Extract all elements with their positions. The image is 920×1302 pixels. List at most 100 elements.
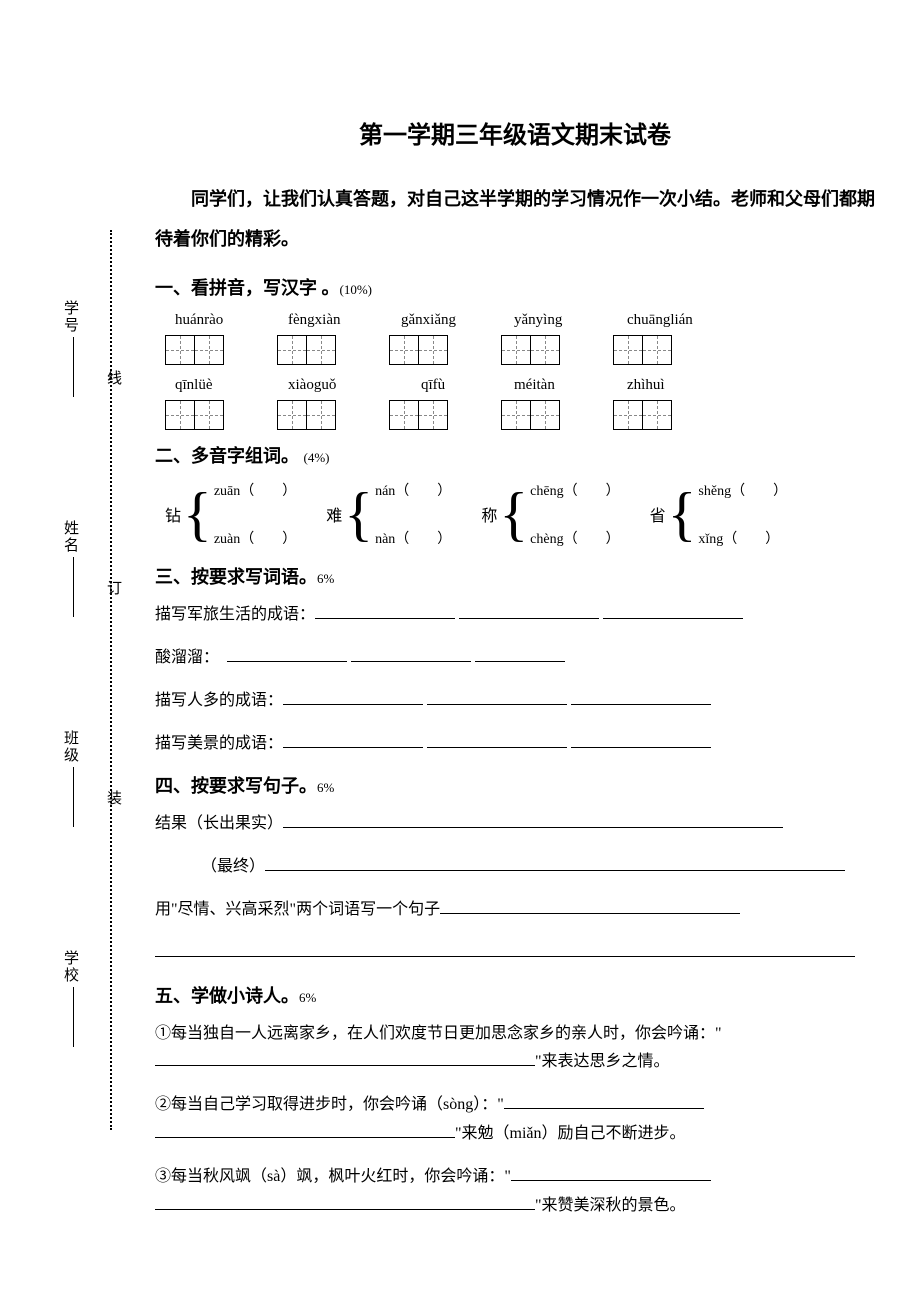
section5-title: 五、学做小诗人。6%: [155, 982, 875, 1008]
char-box[interactable]: [501, 400, 560, 430]
pinyin-row-1: huánrào fèngxiàn gǎnxiǎng yǎnyìng chuāng…: [155, 312, 875, 329]
blank-line[interactable]: [315, 603, 455, 619]
char-box[interactable]: [277, 400, 336, 430]
blank-line[interactable]: [504, 1093, 704, 1109]
prompt-text: 用"尽情、兴高采烈"两个词语写一个句子: [155, 901, 440, 918]
pinyin-cell: méitàn: [514, 377, 589, 394]
prompt-text: ②每当自己学习取得进步时，你会吟诵（sòng）：": [155, 1096, 504, 1113]
blank-line[interactable]: [440, 898, 740, 914]
prompt-text: "来表达思乡之情。: [535, 1053, 670, 1070]
char-box[interactable]: [277, 335, 336, 365]
blank-line[interactable]: [571, 689, 711, 705]
section5-line1: ①每当独自一人远离家乡，在人们欢度节日更加思念家乡的亲人时，你会吟诵：" "来表达…: [155, 1020, 875, 1078]
blank-line[interactable]: [155, 1122, 455, 1138]
pinyin-cell: fèngxiàn: [288, 312, 363, 329]
section3-line3: 描写人多的成语：: [155, 687, 875, 716]
pinyin-cell: qīfù: [401, 377, 476, 394]
blank-line[interactable]: [427, 732, 567, 748]
section1-title: 一、看拼音，写汉字 。(10%): [155, 274, 875, 300]
pinyin-cell: xiàoguǒ: [288, 377, 363, 394]
prompt-text: "来赞美深秋的景色。: [535, 1197, 686, 1214]
poly-opt[interactable]: chèng（ ）: [530, 528, 619, 548]
blank-line[interactable]: [155, 1194, 535, 1210]
blank-line[interactable]: [511, 1165, 711, 1181]
margin-xuehao: 学号: [60, 300, 81, 400]
char-box[interactable]: [613, 335, 672, 365]
section3-line2: 酸溜溜：: [155, 644, 875, 673]
section1-pts: (10%): [340, 282, 373, 297]
polyphone-row: 钻 { zuān（ ） zuàn（ ） 难 { nán（ ） nàn（ ） 称 { …: [155, 480, 875, 548]
section3-title-text: 三、按要求写词语。: [155, 567, 317, 587]
prompt-text: ①每当独自一人远离家乡，在人们欢度节日更加思念家乡的亲人时，你会吟诵：": [155, 1025, 722, 1042]
char-box[interactable]: [389, 335, 448, 365]
blank-line[interactable]: [475, 646, 565, 662]
poly-opt[interactable]: nàn（ ）: [375, 528, 451, 548]
poly-opt[interactable]: zuān（ ）: [214, 480, 296, 500]
char-box[interactable]: [613, 400, 672, 430]
margin-banji: 班级: [60, 730, 81, 830]
page-title: 第一学期三年级语文期末试卷: [155, 115, 875, 150]
section4-line4: [155, 939, 875, 968]
margin-xuexiao-text: 学校: [62, 950, 78, 984]
bracket-icon: {: [344, 484, 373, 544]
poly-char: 称: [481, 502, 497, 526]
pinyin-cell: zhìhuì: [627, 377, 717, 394]
poly-opt[interactable]: chēng（ ）: [530, 480, 619, 500]
blank-line[interactable]: [283, 732, 423, 748]
section2-title-text: 二、多音字组词。: [155, 446, 299, 466]
poly-char: 省: [650, 502, 666, 526]
margin-banji-text: 班级: [62, 730, 78, 764]
bracket-icon: {: [183, 484, 212, 544]
section5-line3: ③每当秋风飒（sà）飒，枫叶火红时，你会吟诵：""来赞美深秋的景色。: [155, 1163, 875, 1221]
bracket-icon: {: [668, 484, 697, 544]
poly-group: 省 { shěng（ ） xǐng（ ）: [650, 480, 788, 548]
box-row-1: [155, 335, 875, 365]
blank-line[interactable]: [571, 732, 711, 748]
main-content: 第一学期三年级语文期末试卷 同学们，让我们认真答题，对自己这半学期的学习情况作一…: [155, 115, 875, 1234]
poly-opt[interactable]: nán（ ）: [375, 480, 451, 500]
char-box[interactable]: [389, 400, 448, 430]
blank-line[interactable]: [265, 855, 845, 871]
pinyin-row-2: qīnlüè xiàoguǒ qīfù méitàn zhìhuì: [155, 377, 875, 394]
blank-line[interactable]: [155, 1050, 535, 1066]
blank-line[interactable]: [155, 941, 855, 957]
poly-opt[interactable]: xǐng（ ）: [698, 528, 787, 548]
section3-line1: 描写军旅生活的成语：: [155, 601, 875, 630]
margin-xuehao-text: 学号: [62, 300, 78, 334]
poly-group: 钻 { zuān（ ） zuàn（ ）: [165, 480, 296, 548]
section4-title: 四、按要求写句子。6%: [155, 772, 875, 798]
prompt-text: 酸溜溜：: [155, 649, 211, 666]
section4-line2: （最终）: [155, 853, 875, 882]
poly-group: 称 { chēng（ ） chèng（ ）: [481, 480, 619, 548]
prompt-text: 描写美景的成语：: [155, 735, 283, 752]
dotted-label-xian: 线: [103, 370, 124, 385]
dotted-label-ding: 订: [103, 580, 124, 595]
char-box[interactable]: [501, 335, 560, 365]
blank-line[interactable]: [459, 603, 599, 619]
section1-title-text: 一、看拼音，写汉字 。: [155, 278, 340, 298]
section2-pts: (4%): [304, 450, 330, 465]
section5-title-text: 五、学做小诗人。: [155, 986, 299, 1006]
margin-xingming: 姓名: [60, 520, 81, 620]
margin-xingming-text: 姓名: [62, 520, 78, 554]
poly-opt[interactable]: zuàn（ ）: [214, 528, 296, 548]
pinyin-cell: yǎnyìng: [514, 312, 589, 329]
blank-line[interactable]: [603, 603, 743, 619]
pinyin-cell: chuānglián: [627, 312, 717, 329]
bracket-icon: {: [499, 484, 528, 544]
margin-xuexiao: 学校: [60, 950, 81, 1050]
section3-pts: 6%: [317, 571, 334, 586]
char-box[interactable]: [165, 335, 224, 365]
poly-char: 难: [326, 502, 342, 526]
blank-line[interactable]: [227, 646, 347, 662]
blank-line[interactable]: [427, 689, 567, 705]
poly-char: 钻: [165, 502, 181, 526]
blank-line[interactable]: [283, 689, 423, 705]
blank-line[interactable]: [283, 812, 783, 828]
poly-opt[interactable]: shěng（ ）: [698, 480, 787, 500]
prompt-text: 描写军旅生活的成语：: [155, 606, 315, 623]
char-box[interactable]: [165, 400, 224, 430]
blank-line[interactable]: [351, 646, 471, 662]
prompt-text: （最终）: [201, 858, 265, 875]
section4-pts: 6%: [317, 780, 334, 795]
